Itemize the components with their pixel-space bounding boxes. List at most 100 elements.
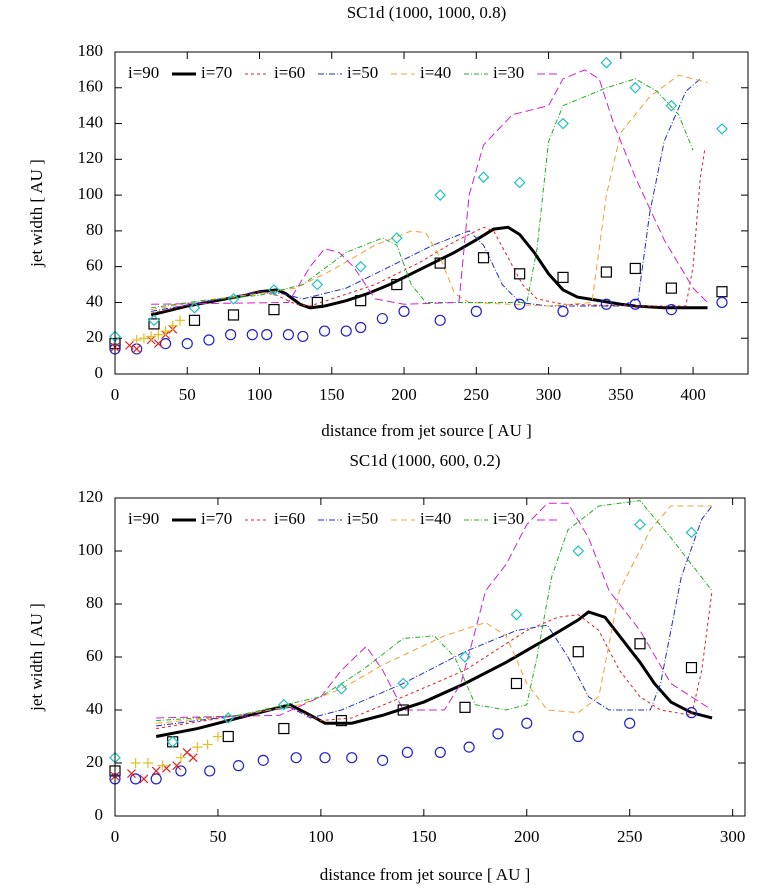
series-line xyxy=(156,590,713,730)
point xyxy=(129,773,142,785)
x-tick-label: 150 xyxy=(319,385,345,404)
y-tick-label: 60 xyxy=(86,256,103,275)
plot-area xyxy=(150,69,708,317)
point xyxy=(151,766,161,776)
point xyxy=(355,321,367,334)
point xyxy=(600,56,613,69)
x-tick-label: 50 xyxy=(209,827,226,846)
point xyxy=(634,518,646,531)
point xyxy=(153,329,164,340)
y-tick-label: 0 xyxy=(95,363,104,382)
y-tick-label: 180 xyxy=(78,41,104,60)
point xyxy=(624,717,636,729)
legend-label: i=90 xyxy=(128,63,159,82)
x-tick-label: 250 xyxy=(464,385,490,404)
point xyxy=(665,304,678,316)
legend-label: i=70 xyxy=(201,63,232,82)
legend-label: i=90 xyxy=(128,509,159,528)
y-tick-label: 0 xyxy=(95,805,104,824)
point xyxy=(175,752,186,763)
point xyxy=(470,305,482,317)
point xyxy=(212,731,223,742)
x-tick-label: 200 xyxy=(514,827,540,846)
point xyxy=(257,754,269,766)
point xyxy=(146,331,157,342)
point xyxy=(192,742,203,753)
point xyxy=(131,335,142,346)
point xyxy=(167,736,179,748)
x-axis-label: distance from jet source [ AU ] xyxy=(320,865,531,884)
point xyxy=(434,189,447,201)
point xyxy=(716,296,728,309)
point xyxy=(459,701,471,713)
point xyxy=(629,81,642,94)
y-tick-label: 80 xyxy=(86,220,103,239)
point xyxy=(355,295,367,307)
point xyxy=(557,305,569,317)
point xyxy=(665,282,678,294)
point xyxy=(227,293,240,305)
point xyxy=(391,278,403,291)
point xyxy=(557,117,569,130)
point xyxy=(340,325,352,337)
series-line xyxy=(150,225,708,317)
point xyxy=(246,329,258,341)
point xyxy=(157,760,168,771)
point xyxy=(685,661,698,674)
legend-label: i=60 xyxy=(274,509,305,528)
x-tick-label: 100 xyxy=(308,827,334,846)
point xyxy=(390,232,403,244)
point xyxy=(634,638,646,650)
point xyxy=(572,730,584,743)
y-axis-label: jet width [ AU ] xyxy=(27,159,46,268)
plot-frame xyxy=(114,51,749,375)
point xyxy=(232,760,245,772)
point xyxy=(153,339,163,349)
point xyxy=(513,176,526,189)
x-tick-label: 350 xyxy=(608,385,634,404)
legend-label: i=50 xyxy=(347,63,378,82)
point xyxy=(130,758,141,768)
legend-label: i=30 xyxy=(493,509,524,528)
plot-area xyxy=(155,500,713,738)
point xyxy=(685,707,698,719)
point xyxy=(282,329,295,341)
point xyxy=(311,278,324,291)
point xyxy=(188,753,198,763)
x-tick-label: 150 xyxy=(411,827,437,846)
chart: SC1d (1000, 1000, 0.8) distance from jet … xyxy=(27,3,749,440)
point xyxy=(125,340,134,350)
point xyxy=(629,262,641,275)
x-tick-label: 100 xyxy=(247,385,273,404)
y-tick-label: 120 xyxy=(78,148,104,167)
point xyxy=(514,298,526,310)
point xyxy=(297,330,309,343)
point xyxy=(148,318,160,330)
y-tick-label: 140 xyxy=(78,112,104,131)
point xyxy=(175,765,187,777)
point xyxy=(335,682,348,695)
point xyxy=(510,608,523,621)
point xyxy=(127,769,136,779)
x-tick-label: 300 xyxy=(536,385,562,404)
point xyxy=(277,698,290,711)
y-tick-label: 40 xyxy=(86,699,103,718)
point xyxy=(600,298,612,310)
chart-title: SC1d (1000, 1000, 0.8) xyxy=(347,3,507,22)
point xyxy=(227,309,240,321)
point xyxy=(181,337,193,350)
point xyxy=(148,314,160,327)
point xyxy=(514,268,526,280)
point xyxy=(268,284,280,296)
point xyxy=(222,730,234,743)
x-tick-label: 0 xyxy=(111,385,120,404)
point xyxy=(138,333,149,344)
y-tick-label: 80 xyxy=(86,593,103,612)
legend-label: i=70 xyxy=(201,509,232,528)
point xyxy=(142,758,153,768)
point xyxy=(204,765,216,777)
point xyxy=(225,329,237,341)
point xyxy=(716,123,728,135)
y-axis-label: jet width [ AU ] xyxy=(27,603,46,712)
